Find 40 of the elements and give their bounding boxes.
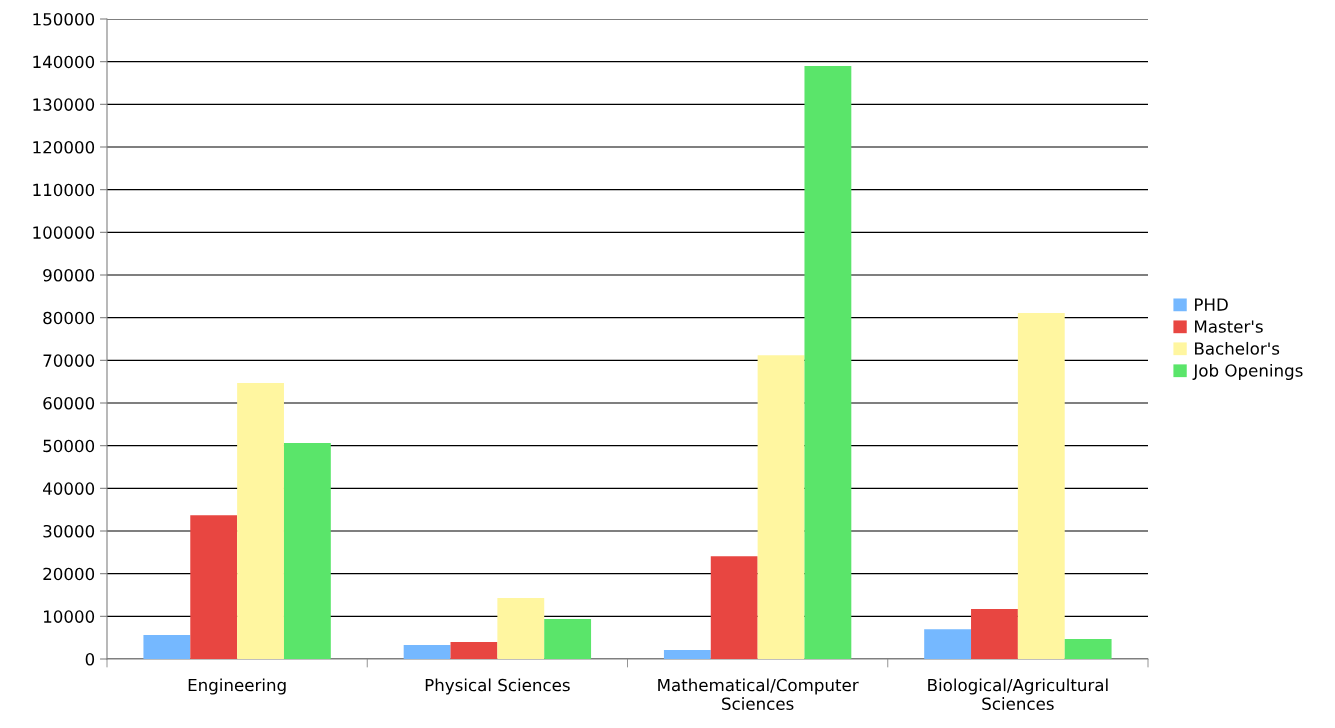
y-tick-label: 150000 <box>33 12 95 26</box>
y-tick-label: 30000 <box>43 524 95 538</box>
x-tick-label: Mathematical/Computer Sciences <box>658 678 859 711</box>
x-tick-label: Physical Sciences <box>425 678 570 695</box>
y-tick-label: 0 <box>85 652 95 666</box>
y-tick-label: 60000 <box>43 396 95 410</box>
y-tick-label: 20000 <box>43 567 95 581</box>
legend-label: PHD <box>1195 298 1228 311</box>
y-tick-label: 110000 <box>33 183 95 197</box>
bar <box>403 644 451 659</box>
y-tick-label: 10000 <box>44 610 95 623</box>
bar <box>663 650 711 659</box>
bar <box>1064 638 1112 659</box>
bar <box>190 515 238 659</box>
y-tick-label: 130000 <box>33 98 95 111</box>
bar <box>924 629 972 659</box>
bar <box>237 382 284 659</box>
x-tick-label: Biological/Agricultural Sciences <box>928 678 1108 711</box>
y-tick-label: 40000 <box>42 482 95 495</box>
y-tick-label: 50000 <box>43 439 95 453</box>
bar <box>804 65 852 659</box>
bar <box>757 355 805 659</box>
legend-label: Job Openings <box>1192 363 1303 381</box>
legend-label: Bachelor's <box>1195 341 1280 355</box>
bar <box>450 641 498 659</box>
y-tick-label: 100000 <box>33 226 95 239</box>
x-tick-label: Engineering <box>188 678 286 695</box>
bar <box>971 609 1018 659</box>
bar <box>283 443 331 659</box>
y-tick-label: 70000 <box>43 354 95 367</box>
bar <box>143 635 191 659</box>
legend-label: Master's <box>1195 320 1263 333</box>
bar <box>497 597 545 659</box>
y-tick-label: 140000 <box>33 55 95 69</box>
bar <box>1017 312 1065 659</box>
y-tick-label: 80000 <box>43 311 95 325</box>
bar <box>544 618 592 659</box>
y-tick-label: 90000 <box>43 268 95 282</box>
y-tick-label: 120000 <box>33 140 95 154</box>
bar <box>710 556 758 659</box>
